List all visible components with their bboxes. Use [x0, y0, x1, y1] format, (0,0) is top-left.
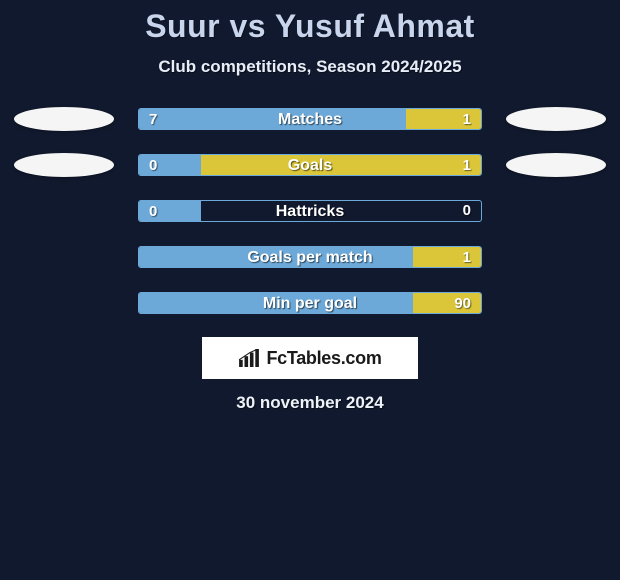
team-badge-left — [14, 107, 114, 131]
left-value: 0 — [139, 203, 167, 220]
badge-ellipse — [14, 153, 114, 177]
left-value: 7 — [139, 111, 167, 128]
stat-bar: 71Matches — [138, 108, 482, 130]
badge-ellipse — [506, 153, 606, 177]
bar-segment-empty: 0 — [201, 201, 481, 221]
stat-row: 71Matches — [0, 107, 620, 131]
stat-bar: 90Min per goal — [138, 292, 482, 314]
bar-segment-right: 90 — [413, 293, 481, 313]
left-value: 0 — [139, 157, 167, 174]
badge-ellipse — [506, 107, 606, 131]
barchart-icon — [238, 349, 260, 367]
right-value: 1 — [453, 249, 481, 266]
bar-segment-left: 0 — [139, 201, 201, 221]
right-value: 1 — [453, 157, 481, 174]
stat-row: 1Goals per match — [0, 245, 620, 269]
comparison-card: Suur vs Yusuf Ahmat Club competitions, S… — [0, 0, 620, 413]
bar-segment-left: 0 — [139, 155, 201, 175]
team-badge-right — [506, 245, 606, 269]
stat-row: 90Min per goal — [0, 291, 620, 315]
team-badge-right — [506, 107, 606, 131]
bar-segment-right: 1 — [201, 155, 481, 175]
stat-rows: 71Matches01Goals00Hattricks1Goals per ma… — [0, 107, 620, 315]
team-badge-left — [14, 245, 114, 269]
right-value: 0 — [453, 201, 481, 221]
bar-segment-left — [139, 293, 413, 313]
team-badge-right — [506, 153, 606, 177]
player2-name: Yusuf Ahmat — [275, 8, 475, 44]
logo-box[interactable]: FcTables.com — [202, 337, 418, 379]
right-value: 90 — [444, 295, 481, 312]
badge-ellipse — [14, 107, 114, 131]
team-badge-right — [506, 291, 606, 315]
stat-row: 01Goals — [0, 153, 620, 177]
page-title: Suur vs Yusuf Ahmat — [0, 8, 620, 45]
team-badge-left — [14, 153, 114, 177]
right-value: 1 — [453, 111, 481, 128]
logo-text: FcTables.com — [266, 348, 381, 369]
team-badge-left — [14, 199, 114, 223]
team-badge-left — [14, 291, 114, 315]
team-badge-right — [506, 199, 606, 223]
bar-segment-left: 7 — [139, 109, 406, 129]
player1-name: Suur — [145, 8, 220, 44]
stat-bar: 01Goals — [138, 154, 482, 176]
stat-bar: 00Hattricks — [138, 200, 482, 222]
vs-label: vs — [229, 8, 266, 44]
subtitle: Club competitions, Season 2024/2025 — [0, 57, 620, 77]
stat-row: 00Hattricks — [0, 199, 620, 223]
bar-segment-right: 1 — [406, 109, 481, 129]
stat-bar: 1Goals per match — [138, 246, 482, 268]
bar-segment-left — [139, 247, 413, 267]
date-label: 30 november 2024 — [0, 393, 620, 413]
bar-segment-right: 1 — [413, 247, 481, 267]
